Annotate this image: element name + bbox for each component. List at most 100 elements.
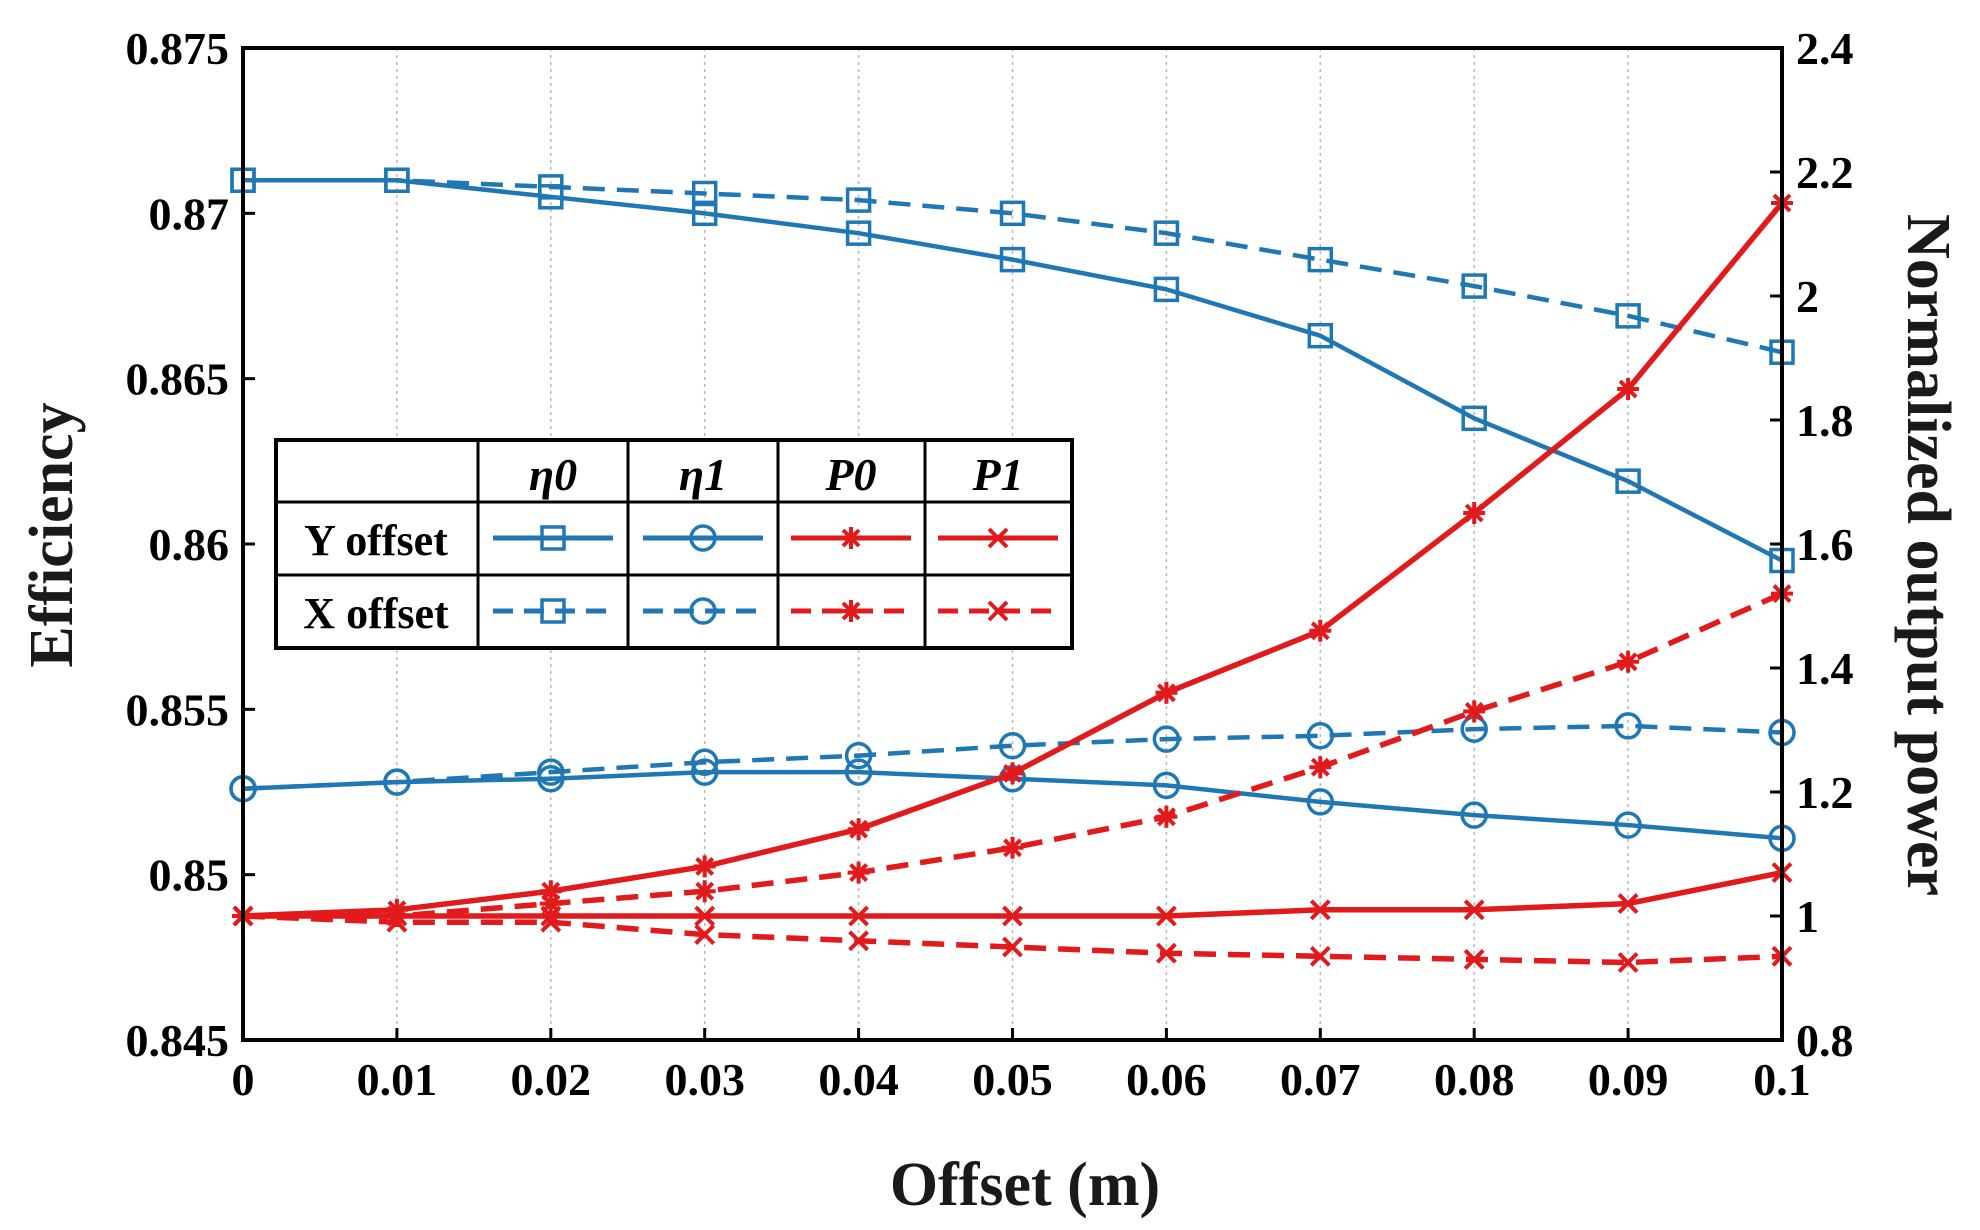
y-right-tick-label: 1.2 — [1796, 767, 1854, 818]
x-tick-label: 0 — [232, 1054, 255, 1105]
legend-sample-marker — [840, 600, 862, 622]
y-left-tick-label: 0.87 — [149, 188, 230, 239]
data-point — [848, 905, 870, 927]
data-point — [539, 892, 562, 915]
legend-header-p0: P0 — [824, 449, 876, 500]
data-point — [1002, 905, 1023, 927]
y-left-tick-label: 0.855 — [126, 684, 230, 735]
data-point — [1155, 805, 1178, 828]
data-point — [1309, 619, 1332, 642]
data-point — [999, 200, 1026, 227]
data-point — [1461, 405, 1487, 432]
y-right-tick-label: 2.4 — [1796, 23, 1854, 74]
y-right-tick-label: 2.2 — [1796, 147, 1854, 198]
data-point — [693, 855, 716, 878]
data-point — [539, 880, 562, 903]
data-point — [1617, 650, 1640, 673]
data-point — [1306, 788, 1335, 816]
x-tick-label: 0.02 — [511, 1054, 592, 1105]
data-point — [538, 174, 564, 200]
y-right-tick-label: 1.6 — [1796, 519, 1854, 570]
y-right-tick-label: 0.8 — [1796, 1015, 1854, 1066]
data-point — [1460, 801, 1488, 829]
data-point — [1152, 725, 1181, 753]
y-left-tick-label: 0.875 — [126, 23, 230, 74]
data-point — [1461, 273, 1487, 299]
legend-row-y-offset: Y offset — [304, 516, 448, 565]
data-point — [998, 731, 1027, 760]
x-tick-label: 0.03 — [664, 1054, 745, 1105]
x-tick-label: 0.08 — [1434, 1054, 1515, 1105]
data-point — [1617, 378, 1640, 400]
data-point — [1617, 893, 1639, 915]
data-point — [999, 246, 1026, 273]
data-point — [1309, 899, 1331, 921]
y-right-tick-label: 1.4 — [1796, 643, 1854, 694]
y-left-tick-label: 0.86 — [149, 519, 230, 570]
y-left-tick-label: 0.845 — [126, 1015, 230, 1066]
y-axis-left-title: Efficiency — [18, 402, 86, 667]
legend-header-eta1: η1 — [679, 449, 727, 500]
legend-sample-marker — [987, 600, 1009, 622]
x-tick-label: 0.06 — [1126, 1054, 1207, 1105]
data-point — [1615, 303, 1641, 329]
y-left-tick-label: 0.85 — [149, 850, 230, 901]
data-point — [847, 818, 870, 841]
legend-sample-marker — [840, 527, 862, 549]
legend-sample-marker — [540, 598, 566, 624]
legend-row-x-offset: X offset — [303, 589, 449, 638]
data-point — [1002, 936, 1023, 958]
data-point — [694, 924, 716, 946]
x-tick-label: 0.1 — [1753, 1054, 1811, 1105]
legend-sample-marker — [689, 597, 717, 625]
data-point — [844, 741, 873, 770]
data-point — [844, 758, 873, 786]
data-point — [1309, 756, 1332, 779]
data-point — [1155, 905, 1177, 927]
data-point — [691, 180, 718, 207]
data-point — [845, 187, 872, 213]
data-point — [1307, 246, 1334, 273]
data-point — [1615, 468, 1641, 494]
data-point — [1463, 899, 1485, 921]
y-left-tick-label: 0.865 — [126, 354, 230, 405]
x-tick-label: 0.04 — [818, 1054, 899, 1105]
data-point — [1001, 836, 1024, 859]
legend-sample-marker — [540, 525, 566, 551]
data-point — [1463, 502, 1486, 524]
legend-header-p1: P1 — [971, 449, 1023, 500]
y-right-tick-label: 2 — [1796, 271, 1819, 322]
data-point — [1306, 722, 1335, 750]
legend-samples — [493, 524, 1058, 625]
series-line — [243, 591, 1784, 919]
data-point — [691, 200, 718, 227]
series-line — [243, 178, 1784, 563]
data-point — [1617, 952, 1639, 973]
x-tick-label: 0.05 — [972, 1054, 1053, 1105]
data-point — [384, 167, 410, 194]
ticks: 0 0.01 0.02 0.03 0.04 0.05 0.06 0.07 0.08 0.09 0.1… — [126, 23, 1854, 1105]
x-tick-label: 0.09 — [1588, 1054, 1669, 1105]
data-point — [1463, 948, 1485, 970]
data-point — [537, 758, 565, 786]
series--1-x-offset — [229, 712, 1796, 803]
series-line — [243, 178, 1783, 355]
data-point — [1614, 811, 1642, 839]
legend: η0 η1 P0 P1 Y offset X offset — [274, 438, 1074, 650]
legend-sample-marker — [689, 524, 717, 552]
series-line — [242, 723, 1783, 791]
data-point — [540, 911, 562, 933]
data-point — [1153, 276, 1180, 303]
data-point — [845, 220, 872, 246]
x-tick-label: 0.07 — [1280, 1054, 1361, 1105]
data-point — [694, 905, 716, 927]
series-line — [242, 913, 1783, 966]
data-point — [1001, 762, 1024, 785]
data-point — [1155, 942, 1177, 964]
data-point — [1463, 700, 1486, 723]
data-point — [847, 861, 870, 884]
data-point — [690, 748, 719, 776]
legend-sample-marker — [987, 527, 1009, 549]
legend-header-eta0: η0 — [529, 449, 577, 500]
